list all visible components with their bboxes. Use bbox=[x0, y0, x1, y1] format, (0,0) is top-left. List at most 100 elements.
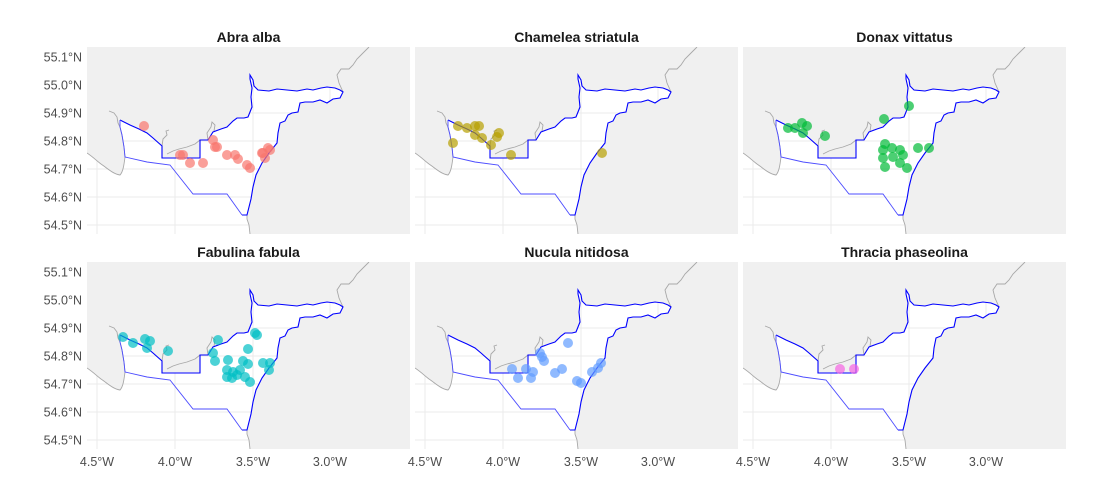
panel-abra-alba bbox=[87, 47, 410, 234]
occurrence-point bbox=[898, 150, 908, 160]
panel-chamelea-striatula bbox=[415, 47, 738, 234]
panel-title-thracia-phaseolina: Thracia phaseolina bbox=[841, 244, 968, 260]
occurrence-point bbox=[227, 373, 237, 383]
occurrence-point bbox=[474, 121, 484, 131]
occurrence-point bbox=[849, 364, 859, 374]
x-tick-label: 3.0°W bbox=[641, 455, 675, 469]
occurrence-point bbox=[462, 123, 472, 133]
y-axis-top-row: 55.1°N 55.0°N 54.9°N 54.8°N 54.7°N 54.6°… bbox=[44, 51, 82, 233]
occurrence-point bbox=[265, 145, 275, 155]
y-tick-label: 54.5°N bbox=[44, 219, 82, 233]
occurrence-point bbox=[260, 153, 270, 163]
y-tick-label: 54.8°N bbox=[44, 350, 82, 364]
occurrence-point bbox=[506, 150, 516, 160]
occurrence-point bbox=[243, 344, 253, 354]
y-tick-label: 55.1°N bbox=[44, 51, 82, 65]
y-tick-label: 54.5°N bbox=[44, 434, 82, 448]
occurrence-point bbox=[222, 150, 232, 160]
occurrence-point bbox=[212, 142, 222, 152]
occurrence-point bbox=[798, 128, 808, 138]
y-tick-label: 54.7°N bbox=[44, 163, 82, 177]
occurrence-point bbox=[486, 140, 496, 150]
occurrence-point bbox=[526, 373, 536, 383]
occurrence-point bbox=[139, 121, 149, 131]
y-tick-label: 54.9°N bbox=[44, 322, 82, 336]
occurrence-point bbox=[878, 145, 888, 155]
y-tick-label: 54.6°N bbox=[44, 191, 82, 205]
occurrence-point bbox=[790, 123, 800, 133]
panel-title-abra-alba: Abra alba bbox=[217, 29, 281, 45]
occurrence-point bbox=[178, 150, 188, 160]
occurrence-point bbox=[245, 163, 255, 173]
occurrence-point bbox=[557, 364, 567, 374]
x-tick-label: 3.5°W bbox=[564, 455, 598, 469]
occurrence-point bbox=[208, 348, 218, 358]
panel-title-nucula-nitidosa: Nucula nitidosa bbox=[524, 244, 628, 260]
occurrence-point bbox=[596, 358, 606, 368]
panel-title-chamelea-striatula: Chamelea striatula bbox=[514, 29, 639, 45]
x-tick-label: 4.0°W bbox=[158, 455, 192, 469]
x-tick-label: 3.0°W bbox=[313, 455, 347, 469]
y-tick-label: 55.1°N bbox=[44, 266, 82, 280]
y-tick-label: 54.9°N bbox=[44, 107, 82, 121]
y-axis-bottom-row: 55.1°N 55.0°N 54.9°N 54.8°N 54.7°N 54.6°… bbox=[44, 266, 82, 448]
x-tick-label: 3.0°W bbox=[969, 455, 1003, 469]
occurrence-point bbox=[198, 158, 208, 168]
occurrence-point bbox=[163, 346, 173, 356]
occurrence-point bbox=[243, 359, 253, 369]
occurrence-point bbox=[878, 153, 888, 163]
occurrence-point bbox=[118, 332, 128, 342]
occurrence-point bbox=[597, 148, 607, 158]
panel-thracia-phaseolina bbox=[743, 262, 1066, 449]
occurrence-point bbox=[245, 377, 255, 387]
occurrence-point bbox=[210, 356, 220, 366]
occurrence-point bbox=[913, 143, 923, 153]
occurrence-point bbox=[563, 338, 573, 348]
occurrence-point bbox=[887, 143, 897, 153]
y-tick-label: 54.7°N bbox=[44, 378, 82, 392]
y-tick-label: 54.6°N bbox=[44, 406, 82, 420]
occurrence-point bbox=[258, 358, 268, 368]
occurrence-point bbox=[820, 131, 830, 141]
occurrence-point bbox=[888, 152, 898, 162]
panel-nucula-nitidosa bbox=[415, 262, 738, 449]
occurrence-point bbox=[880, 162, 890, 172]
occurrence-point bbox=[453, 121, 463, 131]
occurrence-point bbox=[448, 138, 458, 148]
occurrence-point bbox=[494, 128, 504, 138]
occurrence-point bbox=[924, 143, 934, 153]
x-tick-label: 4.5°W bbox=[408, 455, 442, 469]
x-tick-label: 4.0°W bbox=[486, 455, 520, 469]
x-axis-col-3: 4.5°W 4.0°W 3.5°W 3.0°W bbox=[736, 455, 1003, 469]
occurrence-point bbox=[513, 373, 523, 383]
panel-fabulina-fabula bbox=[87, 262, 410, 449]
occurrence-point bbox=[185, 158, 195, 168]
y-tick-label: 55.0°N bbox=[44, 79, 82, 93]
occurrence-point bbox=[128, 338, 138, 348]
occurrence-point bbox=[252, 330, 262, 340]
occurrence-point bbox=[895, 158, 905, 168]
occurrence-point bbox=[223, 355, 233, 365]
occurrence-point bbox=[142, 343, 152, 353]
occurrence-point bbox=[539, 356, 549, 366]
x-tick-label: 4.0°W bbox=[814, 455, 848, 469]
occurrence-point bbox=[879, 114, 889, 124]
occurrence-point bbox=[233, 154, 243, 164]
occurrence-point bbox=[507, 364, 517, 374]
x-tick-label: 4.5°W bbox=[736, 455, 770, 469]
occurrence-point bbox=[902, 163, 912, 173]
panel-title-donax-vittatus: Donax vittatus bbox=[856, 29, 953, 45]
y-tick-label: 55.0°N bbox=[44, 294, 82, 308]
occurrence-point bbox=[783, 123, 793, 133]
occurrence-point bbox=[477, 133, 487, 143]
x-tick-label: 3.5°W bbox=[892, 455, 926, 469]
y-tick-label: 54.8°N bbox=[44, 135, 82, 149]
occurrence-point bbox=[576, 378, 586, 388]
x-axis-col-2: 4.5°W 4.0°W 3.5°W 3.0°W bbox=[408, 455, 675, 469]
occurrence-point bbox=[835, 364, 845, 374]
panel-title-fabulina-fabula: Fabulina fabula bbox=[197, 244, 300, 260]
x-tick-label: 4.5°W bbox=[80, 455, 114, 469]
occurrence-point bbox=[264, 365, 274, 375]
occurrence-point bbox=[213, 335, 223, 345]
